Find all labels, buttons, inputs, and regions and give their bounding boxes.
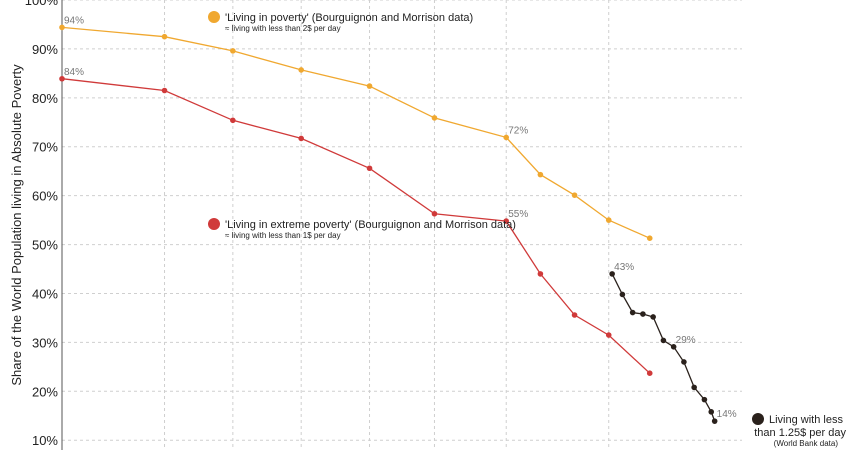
point-label-layer: 94% 72% 84% 55% 43% 29% 14% (64, 15, 737, 420)
grid-layer (61, 0, 742, 450)
y-axis-title: Share of the World Population living in … (9, 64, 24, 386)
point-value-label: 55% (508, 209, 528, 220)
point-value-label: 14% (717, 409, 737, 420)
data-point (161, 33, 168, 40)
y-axis: 10% 20% 30% 40% 50% 60% 70% 80% 90% 100% (25, 0, 63, 450)
legend-marker-world-bank (752, 413, 764, 425)
data-point (366, 83, 373, 89)
y-tick-label: 30% (32, 335, 58, 350)
data-point (571, 312, 578, 318)
data-point (650, 314, 656, 320)
y-tick-label: 40% (32, 286, 58, 301)
data-point (161, 87, 168, 94)
data-point (660, 337, 667, 344)
data-point (230, 48, 236, 54)
data-point (646, 235, 653, 242)
data-point (537, 271, 544, 277)
point-value-label: 84% (64, 67, 84, 78)
y-tick-label: 60% (32, 189, 58, 204)
legend-title-world-bank-line-2: than 1.25$ per day (754, 427, 846, 439)
data-point (701, 396, 708, 403)
data-point (59, 24, 65, 31)
legend-item-extreme-poverty: 'Living in extreme poverty' (Bourguignon… (208, 218, 516, 240)
point-value-label: 43% (614, 262, 634, 273)
legend-item-world-bank: Living with less than 1.25$ per day (Wor… (752, 413, 846, 448)
series-layer (59, 24, 718, 424)
data-point (605, 332, 612, 338)
legend-marker-extreme-poverty (208, 218, 220, 230)
data-point (629, 309, 636, 316)
data-point (431, 210, 438, 217)
legend-marker-poverty (208, 11, 220, 23)
legend-title-extreme-poverty: 'Living in extreme poverty' (Bourguignon… (225, 219, 516, 231)
data-point (503, 134, 510, 141)
legend-title-poverty: 'Living in poverty' (Bourguignon and Mor… (225, 12, 473, 24)
data-point (298, 67, 304, 73)
y-tick-label: 20% (32, 384, 58, 399)
data-point (708, 409, 715, 415)
data-point (298, 135, 304, 142)
legend-item-poverty: 'Living in poverty' (Bourguignon and Mor… (208, 11, 473, 33)
y-tick-label: 70% (32, 140, 58, 155)
data-point (670, 343, 677, 350)
data-point (681, 359, 687, 365)
legend-subtitle-extreme-poverty: ≈ living with less than 1$ per day (225, 231, 341, 240)
data-point (230, 117, 236, 124)
data-point (691, 384, 697, 391)
data-point (609, 271, 615, 277)
data-point (640, 311, 646, 317)
data-point (366, 165, 373, 172)
y-tick-label: 50% (32, 238, 58, 253)
legend-subtitle-poverty: ≈ living with less than 2$ per day (225, 24, 341, 33)
data-point (571, 192, 578, 198)
series-line-0 (61, 26, 650, 239)
y-tick-label: 80% (32, 91, 58, 106)
data-point (605, 217, 612, 223)
y-tick-label: 90% (32, 42, 58, 57)
y-tick-label: 100% (25, 0, 59, 8)
data-point (59, 75, 65, 82)
legend-title-world-bank-line-1: Living with less (769, 414, 843, 426)
series-line-2 (611, 273, 716, 422)
data-point (537, 171, 544, 178)
y-tick-label: 10% (32, 433, 58, 448)
data-point (619, 291, 626, 298)
point-value-label: 94% (64, 15, 84, 26)
data-point (646, 370, 653, 377)
legend-subtitle-world-bank: (World Bank data) (774, 439, 839, 448)
data-point (711, 418, 718, 424)
data-point (503, 218, 510, 224)
point-value-label: 72% (508, 125, 528, 136)
data-point (431, 115, 438, 121)
point-value-label: 29% (676, 335, 696, 346)
